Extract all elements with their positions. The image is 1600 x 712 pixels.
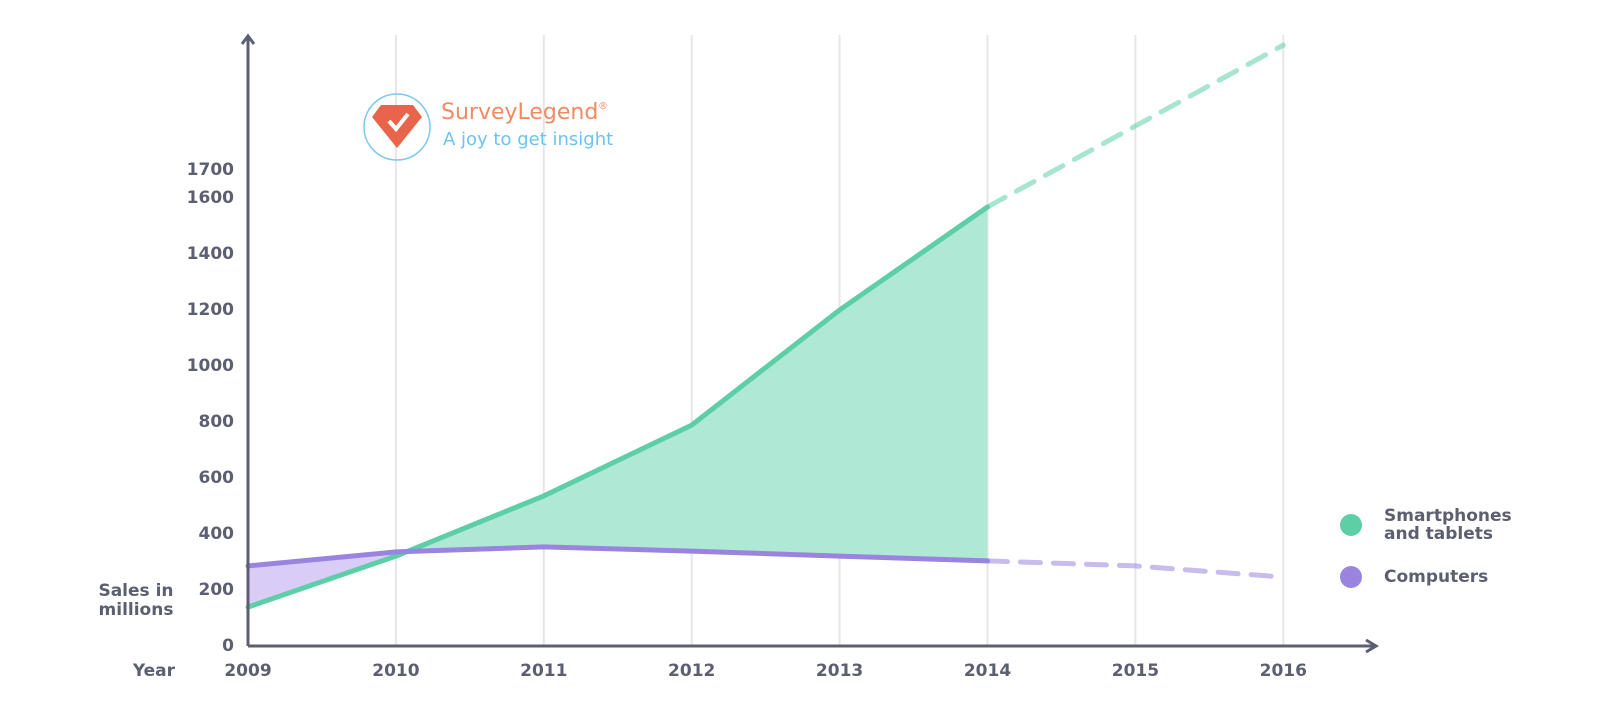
y-tick-label: 200 <box>199 580 235 600</box>
axis-arrow <box>1365 638 1379 654</box>
legend-item: Smartphones and tablets <box>1340 506 1540 544</box>
legend-item: Computers <box>1340 561 1540 593</box>
x-tick-label: 2016 <box>1260 661 1307 681</box>
legend-swatch <box>1340 514 1362 536</box>
logo-ring <box>363 93 431 161</box>
x-tick-label: 2015 <box>1112 661 1159 681</box>
area-fill <box>248 206 988 566</box>
legend-label: Smartphones and tablets <box>1384 506 1512 544</box>
y-tick-label: 1400 <box>187 244 234 264</box>
x-tick-label: 2009 <box>224 661 271 681</box>
axis <box>246 38 1375 648</box>
y-axis-label: Sales in millions <box>98 581 174 620</box>
forecast-line <box>985 42 1286 210</box>
y-tick-label: 1000 <box>187 356 234 376</box>
y-tick-label: 1700 <box>187 160 234 180</box>
x-tick-label: 2013 <box>816 661 863 681</box>
y-tick-label: 800 <box>199 412 235 432</box>
logo-tagline: A joy to get insight <box>443 129 613 150</box>
y-tick-label: 0 <box>222 636 234 656</box>
series-line <box>245 204 990 610</box>
y-tick-label: 1200 <box>187 300 234 320</box>
plot <box>245 35 1286 646</box>
logo: SurveyLegend ® A joy to get insight <box>363 93 613 161</box>
series-line <box>245 544 990 569</box>
axis-arrow <box>240 33 256 45</box>
x-tick-label: 2010 <box>372 661 419 681</box>
logo-check <box>387 112 410 133</box>
logo-registered: ® <box>598 101 608 112</box>
y-tick-label: 600 <box>199 468 235 488</box>
x-axis-label: Year <box>132 661 176 681</box>
y-tick-label: 400 <box>199 524 235 544</box>
y-tick-label: 1600 <box>187 188 234 208</box>
legend-label: Computers <box>1384 567 1489 587</box>
x-tick-label: 2014 <box>964 661 1011 681</box>
x-tick-label: 2012 <box>668 661 715 681</box>
forecast-line <box>985 558 1286 580</box>
logo-name: SurveyLegend <box>441 100 598 125</box>
legend-swatch <box>1340 566 1362 588</box>
x-tick-label: 2011 <box>520 661 567 681</box>
